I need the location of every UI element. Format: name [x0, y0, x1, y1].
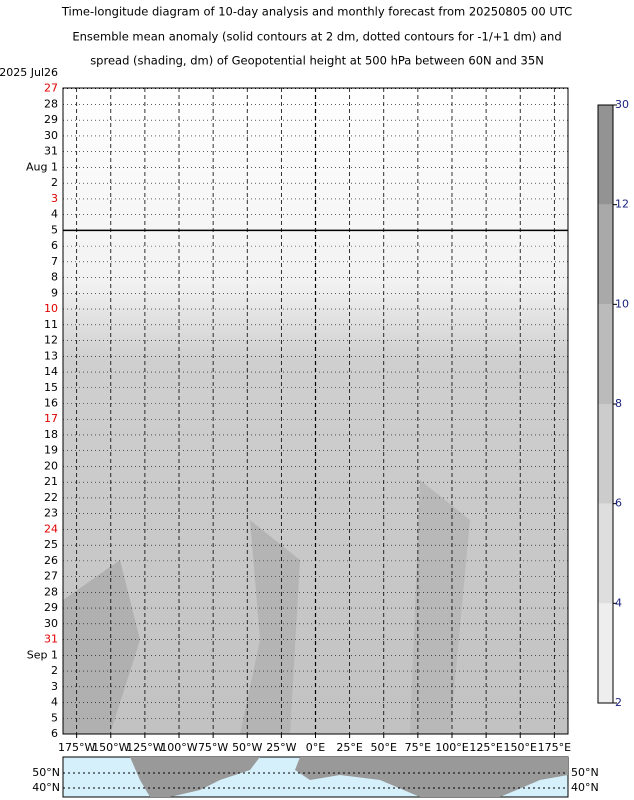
- colorbar-label: 8: [615, 397, 622, 410]
- x-tick-label: 50°W: [232, 741, 262, 754]
- colorbar-bin: [598, 105, 613, 205]
- x-tick-label: 25°E: [336, 741, 362, 754]
- y-tick-label: 6: [51, 239, 58, 252]
- map-label: 40°N: [571, 781, 599, 794]
- grid: [63, 88, 568, 738]
- x-tick-label: 75°W: [198, 741, 228, 754]
- x-tick-label: 150°W: [92, 741, 129, 754]
- title-line: spread (shading, dm) of Geopotential hei…: [90, 54, 544, 68]
- title-line: Ensemble mean anomaly (solid contours at…: [72, 30, 561, 44]
- colorbar-label: 30: [615, 98, 629, 111]
- y-tick-label: 31: [44, 145, 58, 158]
- y-tick-label: 3: [51, 192, 58, 205]
- y-tick-label: 12: [44, 334, 58, 347]
- y-tick-label: 18: [44, 428, 58, 441]
- y-tick-label: 2: [51, 664, 58, 677]
- x-tick-label: 100°E: [435, 741, 468, 754]
- y-tick-label: 4: [51, 208, 58, 221]
- y-tick-label: 2025 Jul26: [0, 66, 58, 79]
- shading-patch: [240, 520, 300, 734]
- map-strip: 50°N 40°N 50°N 40°N: [32, 756, 599, 798]
- x-tick-label: 0°E: [306, 741, 325, 754]
- colorbar-label: 6: [615, 497, 622, 510]
- shading-patch: [410, 480, 470, 734]
- y-tick-label: 6: [51, 727, 58, 740]
- map-land: [295, 757, 568, 797]
- y-tick-label: 21: [44, 475, 58, 488]
- x-tick-label: 100°W: [160, 741, 197, 754]
- x-tick-label: 75°E: [405, 741, 431, 754]
- colorbar-bin: [598, 304, 613, 404]
- y-tick-label: 9: [51, 286, 58, 299]
- y-tick-label: 19: [44, 444, 58, 457]
- y-tick-label: 26: [44, 554, 58, 567]
- y-tick-label: 3: [51, 680, 58, 693]
- y-tick-label: 20: [44, 459, 58, 472]
- x-tick-label: 125°E: [469, 741, 502, 754]
- map-label: 50°N: [32, 766, 60, 779]
- colorbar-bin: [598, 204, 613, 305]
- y-tick-label: 27: [44, 570, 58, 583]
- y-tick-label: 30: [44, 617, 58, 630]
- y-tick-label: 16: [44, 397, 58, 410]
- colorbar-bin: [598, 503, 613, 604]
- y-tick-label: 15: [44, 381, 58, 394]
- y-tick-label: 13: [44, 349, 58, 362]
- y-tick-label: 14: [44, 365, 58, 378]
- y-tick-label: 11: [44, 318, 58, 331]
- x-tick-label: 150°E: [504, 741, 537, 754]
- y-tick-label: 28: [44, 97, 58, 110]
- y-tick-label: 17: [44, 412, 58, 425]
- y-tick-label: Sep 1: [27, 648, 58, 661]
- colorbar-label: 2: [615, 696, 622, 709]
- y-tick-label: 4: [51, 696, 58, 709]
- y-tick-label: 25: [44, 538, 58, 551]
- y-tick-label: 24: [44, 522, 58, 535]
- y-tick-label: 5: [51, 223, 58, 236]
- colorbar: 2 4 6 8 10 12 30: [597, 98, 629, 709]
- x-tick-label: 125°W: [126, 741, 163, 754]
- x-tick-label: 175°W: [58, 741, 95, 754]
- title-line: Time-longitude diagram of 10-day analysi…: [61, 5, 572, 19]
- x-tick-label: 25°W: [266, 741, 296, 754]
- y-tick-label: 23: [44, 507, 58, 520]
- plot-frame: [62, 87, 569, 735]
- map-label: 50°N: [571, 766, 599, 779]
- colorbar-bin: [598, 404, 613, 504]
- y-tick-label: 31: [44, 633, 58, 646]
- y-tick-label: 27: [44, 82, 58, 95]
- title: Time-longitude diagram of 10-day analysi…: [61, 5, 572, 68]
- x-tick-label: 175°E: [538, 741, 571, 754]
- x-tick-label: 50°E: [371, 741, 397, 754]
- y-tick-label: 29: [44, 113, 58, 126]
- y-tick-label: 8: [51, 271, 58, 284]
- colorbar-label: 12: [615, 198, 629, 211]
- y-tick-label: Aug 1: [26, 160, 58, 173]
- y-tick-label: 22: [44, 491, 58, 504]
- y-tick-label: 29: [44, 601, 58, 614]
- y-tick-label: 30: [44, 129, 58, 142]
- shading-patch: [63, 560, 140, 734]
- y-tick-label: 7: [51, 255, 58, 268]
- y-tick-label: 10: [44, 302, 58, 315]
- colorbar-label: 10: [615, 297, 629, 310]
- map-label: 40°N: [32, 781, 60, 794]
- y-tick-label: 2: [51, 176, 58, 189]
- y-tick-label: 28: [44, 585, 58, 598]
- colorbar-bin: [598, 603, 613, 703]
- colorbar-label: 4: [615, 596, 622, 609]
- map-land: [130, 757, 260, 797]
- y-tick-label: 5: [51, 711, 58, 724]
